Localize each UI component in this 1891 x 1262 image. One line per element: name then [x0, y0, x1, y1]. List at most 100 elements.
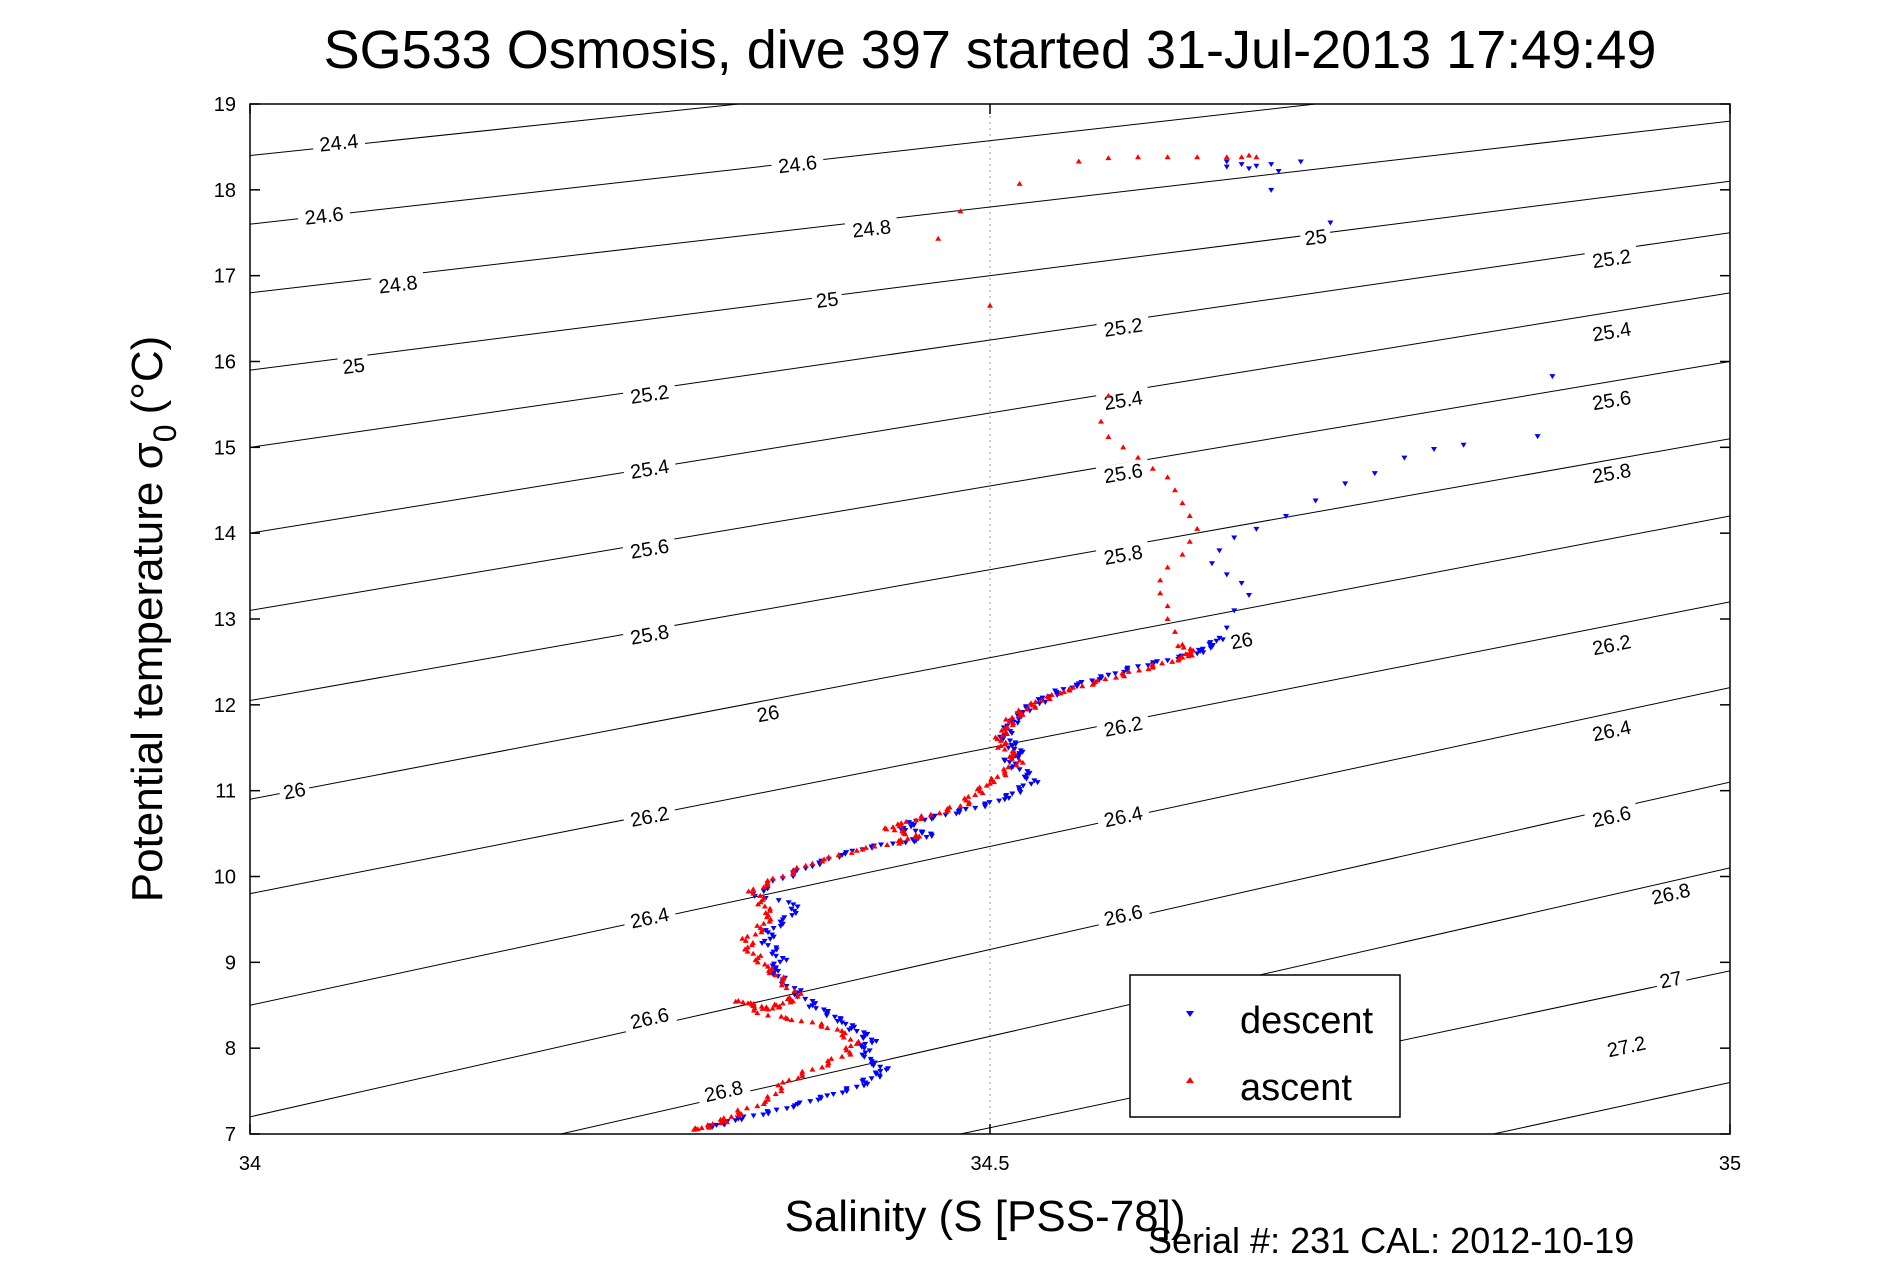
- descent-point: [869, 1040, 876, 1046]
- ascent-point: [1057, 690, 1064, 696]
- ascent-point: [760, 1100, 767, 1106]
- descent-point: [908, 824, 915, 830]
- ascent-point: [913, 817, 920, 823]
- ascent-point: [1113, 674, 1120, 680]
- ascent-point: [760, 884, 767, 890]
- descent-point: [862, 1050, 869, 1056]
- ascent-point: [761, 961, 768, 967]
- descent-point: [1005, 795, 1012, 801]
- density-contour-label-group: 25.4: [1095, 386, 1151, 415]
- descent-point: [830, 1091, 837, 1097]
- ascent-point: [935, 235, 942, 241]
- descent-point: [1297, 159, 1304, 165]
- ascent-point: [903, 818, 910, 824]
- ascent-point: [1175, 643, 1182, 649]
- ascent-point: [999, 732, 1006, 738]
- descent-point: [1039, 695, 1046, 701]
- descent-point: [839, 1020, 845, 1026]
- ascent-point: [1159, 660, 1166, 666]
- descent-point: [783, 1106, 790, 1112]
- ascent-point: [943, 808, 950, 814]
- ascent-point: [1006, 718, 1013, 724]
- descent-point: [864, 1081, 871, 1087]
- descent-point: [1209, 561, 1215, 567]
- density-contour-label-bg: [1654, 966, 1688, 993]
- descent-point: [1009, 791, 1016, 797]
- descent-point: [877, 842, 884, 848]
- descent-point: [873, 1039, 880, 1045]
- ascent-point: [972, 791, 979, 797]
- descent-point: [1223, 164, 1230, 170]
- ascent-point: [824, 1062, 831, 1068]
- descent-point: [846, 1027, 853, 1033]
- descent-point: [911, 839, 918, 845]
- descent-point: [912, 828, 919, 834]
- density-contour-label-bg: [622, 620, 677, 649]
- ascent-point: [1172, 628, 1178, 634]
- descent-point: [883, 1067, 890, 1073]
- descent-point: [772, 967, 779, 973]
- descent-point: [788, 906, 795, 912]
- descent-point: [790, 1104, 797, 1110]
- descent-point: [1073, 684, 1080, 690]
- descent-point: [1014, 720, 1021, 726]
- ascent-point: [752, 931, 759, 937]
- density-contour-label-bg: [311, 129, 366, 156]
- ascent-point: [994, 736, 1001, 742]
- ascent-point: [1013, 761, 1020, 767]
- ascent-point: [848, 849, 855, 855]
- descent-point: [1268, 187, 1275, 193]
- descent-point: [1020, 783, 1027, 789]
- descent-point: [866, 1048, 873, 1054]
- ascent-point: [1189, 652, 1196, 658]
- plot-area: [250, 104, 1730, 1134]
- ascent-point: [839, 1053, 845, 1059]
- descent-point: [773, 947, 780, 953]
- descent-point: [794, 1101, 801, 1107]
- ascent-point: [778, 1013, 785, 1019]
- ascent-point: [787, 999, 794, 1005]
- y-tick-label: 19: [214, 94, 236, 116]
- ascent-point: [797, 990, 804, 996]
- descent-point: [928, 816, 935, 822]
- descent-point: [1089, 678, 1096, 684]
- x-axis-label: Salinity (S [PSS-78]): [784, 1192, 1185, 1241]
- descent-point: [767, 936, 774, 942]
- density-contour-label-bg: [1584, 715, 1640, 746]
- density-contour-label: 26: [1229, 629, 1255, 655]
- ascent-point: [847, 1036, 854, 1042]
- descent-point: [1342, 481, 1349, 487]
- ascent-point: [694, 1126, 701, 1132]
- density-contour-label: 24.8: [851, 216, 892, 242]
- density-contour-label-group: 24.8: [371, 271, 425, 298]
- ascent-point: [758, 1003, 765, 1009]
- ascent-point: [912, 834, 919, 840]
- density-contour-label-bg: [1095, 540, 1151, 570]
- ascent-point: [1149, 664, 1156, 670]
- ascent-point: [763, 914, 770, 920]
- ascent-point: [779, 1000, 786, 1006]
- ascent-point: [1179, 654, 1186, 660]
- density-contour-label-bg: [622, 534, 677, 563]
- ascent-point: [884, 842, 891, 848]
- descent-point: [817, 1096, 824, 1102]
- descent-point: [791, 992, 798, 998]
- descent-point: [834, 1018, 841, 1024]
- descent-point: [1002, 794, 1009, 800]
- descent-point: [764, 886, 771, 892]
- ascent-point: [1102, 676, 1109, 682]
- ascent-point: [751, 1007, 758, 1013]
- ascent-point: [859, 846, 866, 852]
- ascent-point: [1046, 696, 1053, 702]
- density-contour-label-bg: [770, 151, 825, 177]
- descent-point: [1053, 689, 1060, 695]
- descent-point: [1011, 746, 1018, 752]
- ascent-point: [744, 944, 751, 950]
- ascent-point: [760, 920, 767, 926]
- density-contour-label-group: 25.6: [622, 534, 677, 564]
- descent-point: [770, 934, 777, 940]
- ascent-point: [750, 886, 757, 892]
- density-contour-label-bg: [1584, 244, 1639, 273]
- ascent-point: [775, 1004, 782, 1010]
